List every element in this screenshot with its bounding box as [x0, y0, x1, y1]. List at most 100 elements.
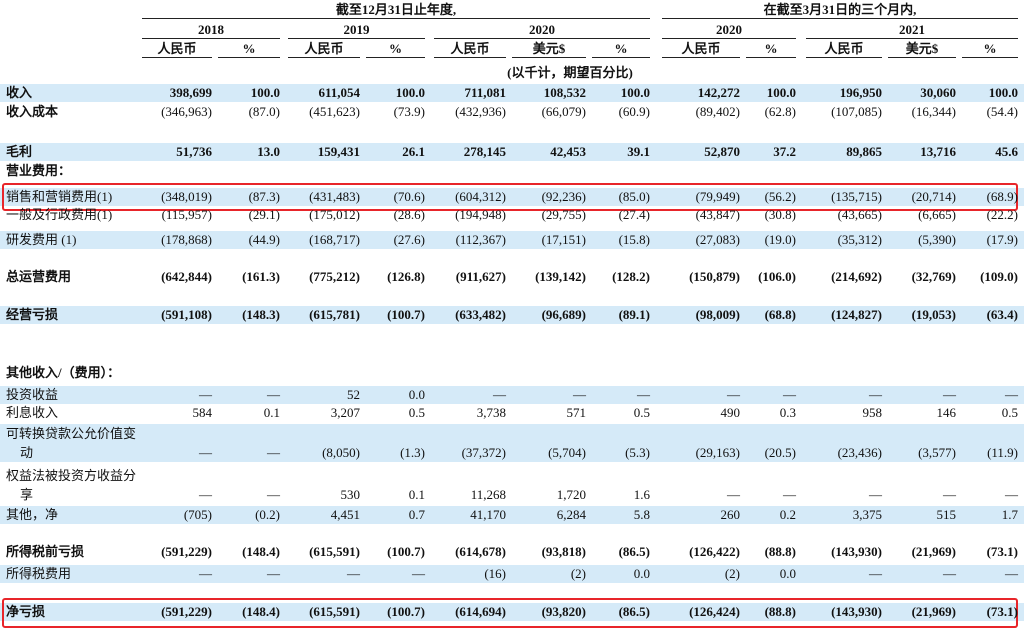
cell-value: (6,665) [918, 207, 956, 222]
cell-value: (112,367) [455, 232, 506, 247]
cell-value: (128.2) [612, 269, 650, 284]
row-label: 研发费用 (1) [6, 232, 77, 247]
row-shade [0, 565, 1024, 583]
cell-value: (23,436) [837, 445, 882, 460]
cell-value: 3,738 [476, 405, 506, 420]
cell-value: (79,949) [695, 189, 740, 204]
cell-value: (32,769) [911, 269, 956, 284]
row-label: 权益法被投资方收益分享 [6, 468, 137, 502]
cell-value: 45.6 [995, 144, 1018, 159]
cell-value: (93,818) [541, 544, 586, 559]
cell-value: (89,402) [695, 104, 740, 119]
cell-value: 3,375 [852, 507, 882, 522]
cell-value: (591,229) [161, 544, 212, 559]
highlight-box [2, 598, 1018, 628]
cell-value: (143,930) [831, 544, 882, 559]
cell-value: (86.5) [618, 604, 650, 619]
cell-value: (431,483) [309, 189, 360, 204]
row-label: 投资收益 [6, 387, 59, 402]
cell-value: (591,108) [161, 307, 212, 322]
cell-value: — [493, 387, 506, 402]
cell-value: (100.7) [387, 604, 425, 619]
cell-value: (68.8) [764, 307, 796, 322]
cell-value: 3,207 [330, 405, 360, 420]
cell-value: (432,936) [455, 104, 506, 119]
cell-value: (115,957) [161, 207, 212, 222]
cell-value: (1.3) [400, 445, 425, 460]
cell-value: — [727, 487, 740, 502]
cell-value: — [783, 387, 796, 402]
cell-value: (5,390) [918, 232, 956, 247]
cell-value: (22.2) [986, 207, 1018, 222]
cell-value: (615,591) [309, 604, 360, 619]
cell-value: 4,451 [330, 507, 360, 522]
cell-value: (107,085) [831, 104, 882, 119]
cell-value: (135,715) [831, 189, 882, 204]
cell-value: (27.4) [618, 207, 650, 222]
cell-value: 52,870 [704, 144, 740, 159]
cell-value: (5,704) [548, 445, 586, 460]
row-label: 营业费用： [6, 163, 72, 178]
cell-value: (29,755) [541, 207, 586, 222]
cell-value: 0.0 [408, 387, 425, 402]
row-shade [0, 603, 1024, 621]
row-label: 收入成本 [6, 104, 59, 119]
header-currency: % [218, 41, 280, 58]
cell-value: (148.4) [242, 544, 280, 559]
cell-value: (87.0) [248, 104, 280, 119]
cell-value: (20,714) [911, 189, 956, 204]
row-label: 其他，净 [6, 507, 59, 522]
cell-value: (28.6) [393, 207, 425, 222]
cell-value: (17.9) [986, 232, 1018, 247]
cell-value: (20.5) [764, 445, 796, 460]
row-label: 总运营费用 [6, 269, 72, 284]
cell-value: (168,717) [309, 232, 360, 247]
cell-value: (54.4) [986, 104, 1018, 119]
cell-value: (126,424) [689, 604, 740, 619]
row-label: 所得税费用 [6, 566, 72, 581]
cell-value: 26.1 [402, 144, 425, 159]
cell-value: (87.3) [248, 189, 280, 204]
header-currency: % [366, 41, 425, 58]
cell-value: (96,689) [541, 307, 586, 322]
cell-value: (43,847) [695, 207, 740, 222]
cell-value: (615,591) [309, 544, 360, 559]
cell-value: 1,720 [556, 487, 586, 502]
cell-value: (86.5) [618, 544, 650, 559]
cell-value: — [267, 387, 280, 402]
header-year: 2018 [142, 22, 280, 39]
cell-value: — [1005, 387, 1018, 402]
cell-value: 41,170 [470, 507, 506, 522]
cell-value: (73.1) [986, 544, 1018, 559]
cell-value: (70.6) [393, 189, 425, 204]
header-group: 在截至3月31日的三个月内, [662, 2, 1018, 19]
cell-value: 0.1 [408, 487, 425, 502]
cell-value: (139,142) [535, 269, 586, 284]
cell-value: (775,212) [309, 269, 360, 284]
cell-value: (37,372) [461, 445, 506, 460]
cell-value: 13.0 [257, 144, 280, 159]
cell-value: (15.8) [618, 232, 650, 247]
cell-value: 611,054 [318, 85, 360, 100]
cell-value: (85.0) [618, 189, 650, 204]
header-year: 2019 [288, 22, 425, 39]
cell-value: 100.0 [766, 85, 796, 100]
cell-value: 0.7 [408, 507, 425, 522]
cell-value: 0.3 [779, 405, 796, 420]
cell-value: (109.0) [980, 269, 1018, 284]
cell-value: (2) [570, 566, 586, 581]
header-currency: % [962, 41, 1018, 58]
cell-value: 0.2 [779, 507, 796, 522]
cell-value: (21,969) [911, 544, 956, 559]
cell-value: (29,163) [695, 445, 740, 460]
cell-value: 1.7 [1001, 507, 1018, 522]
cell-value: — [1005, 487, 1018, 502]
row-label: 利息收入 [6, 405, 59, 420]
cell-value: 100.0 [988, 85, 1018, 100]
header-currency: 美元$ [512, 41, 586, 58]
cell-value: 146 [936, 405, 957, 420]
cell-value: (56.2) [764, 189, 796, 204]
cell-value: (43,665) [837, 207, 882, 222]
cell-value: 0.0 [633, 566, 650, 581]
cell-value: 37.2 [773, 144, 796, 159]
